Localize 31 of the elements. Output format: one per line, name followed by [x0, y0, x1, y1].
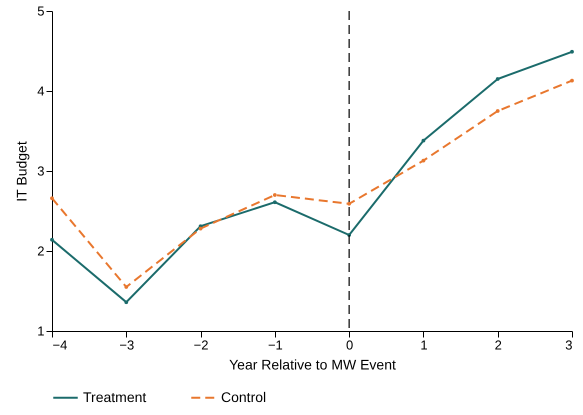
point [496, 77, 500, 81]
point [496, 109, 500, 113]
x-axis-title: Year Relative to MW Event [229, 356, 396, 372]
point [347, 202, 352, 206]
point [124, 285, 128, 289]
point [272, 193, 277, 197]
x-tick-label: 2 [494, 338, 502, 352]
point [124, 300, 128, 304]
x-tick-label: −1 [268, 338, 283, 352]
y-tick-label: 5 [37, 4, 44, 18]
x-tick-label: 1 [420, 338, 428, 352]
y-axis-title: IT Budget [13, 141, 30, 202]
x-tick-label: 0 [346, 338, 354, 352]
y-tick-label: 1 [37, 324, 44, 338]
point [422, 138, 426, 142]
point [198, 226, 202, 230]
x-tick-label: 3 [565, 338, 572, 352]
point [272, 200, 277, 204]
legend-label: Control [221, 388, 266, 405]
point [570, 78, 574, 82]
y-tick-label: 2 [37, 244, 44, 258]
y-tick-label: 4 [37, 84, 44, 98]
x-tick-label: −3 [119, 338, 134, 352]
y-tick-label: 3 [37, 164, 44, 178]
x-tick-label: −4 [52, 338, 68, 352]
legend-label: Treatment [83, 388, 146, 405]
point [50, 196, 54, 200]
point [422, 158, 426, 162]
point [570, 50, 574, 54]
point [50, 238, 54, 242]
x-tick-label: −2 [194, 338, 208, 352]
